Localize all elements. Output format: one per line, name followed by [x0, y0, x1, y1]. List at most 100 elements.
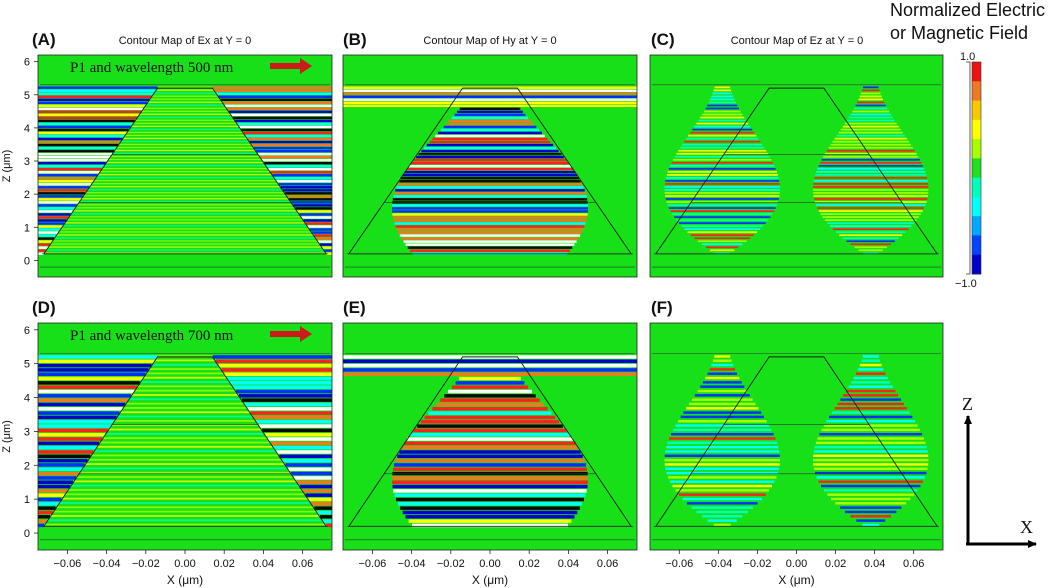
field-band: [816, 170, 926, 173]
panel-letter: (C): [651, 30, 675, 49]
field-band: [221, 368, 332, 372]
panel-annotation: P1 and wavelength 700 nm: [70, 328, 234, 344]
field-band: [38, 363, 152, 368]
field-band: [76, 204, 294, 206]
field-band: [343, 89, 637, 92]
field-band: [128, 398, 242, 401]
field-band: [38, 252, 44, 255]
field-band: [706, 246, 739, 249]
panel-d: −0.06 −0.04 −0.02 0.00 0.02 0.04 0.06 X (μm) 0 1 2…: [1, 298, 333, 587]
field-band: [413, 158, 567, 162]
field-band: [322, 246, 332, 249]
field-band: [813, 467, 928, 470]
field-band: [296, 480, 332, 484]
field-band: [74, 207, 296, 209]
field-band: [110, 155, 260, 158]
field-band: [859, 363, 882, 367]
field-band: [247, 407, 332, 411]
plot-frame: [649, 54, 944, 278]
y-tick-label: 4: [24, 393, 30, 405]
field-band: [239, 125, 332, 129]
field-band: [38, 240, 53, 243]
field-band: [141, 110, 229, 112]
field-band: [38, 107, 144, 111]
polarization-arrow-icon: [270, 58, 312, 74]
field-band: [830, 143, 911, 146]
field-band: [666, 471, 779, 475]
field-band: [454, 113, 526, 117]
field-band: [52, 240, 318, 242]
field-band: [842, 237, 899, 240]
panel-title: Contour Map of Ez at Y = 0: [731, 35, 864, 47]
colorbar-title-line2: or Magnetic Field: [890, 23, 1028, 43]
field-band: [38, 372, 146, 376]
y-tick-label: 2: [24, 189, 30, 201]
panel-letter: (A): [32, 30, 56, 49]
field-band: [664, 458, 781, 462]
field-band: [829, 225, 912, 228]
x-tick-label: 0.02: [825, 558, 846, 570]
field-band: [673, 158, 772, 161]
field-band: [151, 95, 219, 97]
x-tick-label: −0.04: [398, 558, 426, 570]
x-tick-label: 0.00: [479, 558, 500, 570]
field-band: [850, 113, 891, 116]
field-band: [813, 192, 929, 194]
field-band: [38, 502, 59, 506]
field-band: [400, 177, 580, 180]
field-band: [861, 359, 881, 362]
field-band: [38, 515, 50, 519]
field-band: [38, 155, 111, 159]
field-band: [399, 234, 581, 237]
field-band: [838, 131, 903, 134]
field-band: [295, 207, 332, 210]
field-band: [393, 467, 587, 472]
field-band: [670, 210, 775, 212]
field-band: [843, 394, 899, 397]
colorbar-bracket: [966, 61, 971, 275]
field-band: [398, 231, 582, 234]
field-band: [256, 420, 332, 424]
field-band: [408, 519, 572, 523]
field-band: [38, 183, 92, 186]
field-band: [690, 131, 755, 134]
colorbar: [966, 61, 982, 275]
field-band: [38, 167, 102, 171]
field-band: [38, 415, 117, 420]
field-band: [43, 252, 327, 254]
field-band: [678, 222, 766, 224]
field-band: [56, 234, 314, 236]
field-band: [665, 180, 780, 182]
field-band: [406, 167, 574, 171]
field-band: [247, 137, 332, 141]
panel-letter: (F): [651, 298, 673, 317]
field-band: [455, 381, 525, 385]
field-band: [862, 523, 880, 527]
field-map: [38, 323, 332, 550]
field-band: [47, 246, 323, 248]
field-band: [38, 458, 88, 463]
field-map: [650, 323, 943, 550]
x-tick-label: 0.04: [558, 558, 579, 570]
field-band: [110, 424, 260, 427]
field-band: [249, 140, 332, 144]
field-band: [38, 249, 46, 252]
field-band: [38, 246, 48, 249]
field-band: [38, 170, 100, 174]
field-band: [666, 174, 778, 176]
field-band: [848, 385, 893, 388]
field-band: [403, 240, 577, 243]
field-band: [813, 189, 929, 191]
field-band: [417, 424, 563, 428]
field-band: [851, 381, 891, 384]
field-band: [257, 152, 332, 156]
field-band: [154, 359, 216, 362]
field-band: [397, 454, 583, 459]
field-band: [220, 98, 332, 102]
field-band: [136, 385, 234, 388]
field-band: [38, 398, 129, 402]
field-band: [687, 231, 757, 234]
field-band: [862, 355, 879, 358]
field-band: [702, 243, 743, 246]
field-band: [38, 195, 84, 198]
